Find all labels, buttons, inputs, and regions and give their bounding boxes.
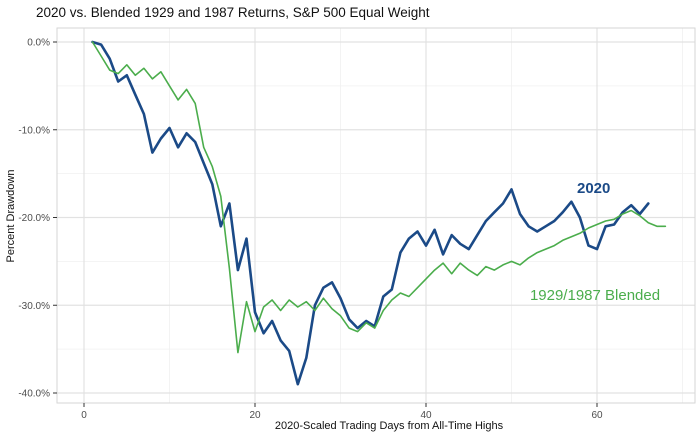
x-tick-label: 40: [420, 410, 432, 421]
series-line-2020: [91, 40, 650, 386]
y-axis-label: Percent Drawdown: [5, 170, 17, 263]
y-tick-label: -10.0%: [18, 125, 50, 136]
y-tick-label: 0.0%: [27, 38, 50, 49]
series-line-blended: [91, 41, 667, 354]
series-label-blended: 1929/1987 Blended: [530, 287, 660, 304]
series-lines: [91, 40, 667, 386]
axis-ticks: 0 20 40 60 0.0% -10.0% -20.0% -30.0% -40.0%: [18, 38, 603, 422]
gridlines: [56, 27, 696, 404]
panel-border: [56, 27, 696, 404]
y-tick-label: -40.0%: [18, 389, 50, 400]
x-tick-label: 0: [81, 410, 87, 421]
x-tick-label: 60: [591, 410, 603, 421]
y-tick-label: -20.0%: [18, 213, 50, 224]
series-label-2020: 2020: [577, 180, 610, 197]
x-axis-label: 2020-Scaled Trading Days from All-Time H…: [275, 420, 504, 432]
chart-title: 2020 vs. Blended 1929 and 1987 Returns, …: [36, 5, 430, 20]
y-tick-label: -30.0%: [18, 301, 50, 312]
x-tick-label: 20: [249, 410, 261, 421]
